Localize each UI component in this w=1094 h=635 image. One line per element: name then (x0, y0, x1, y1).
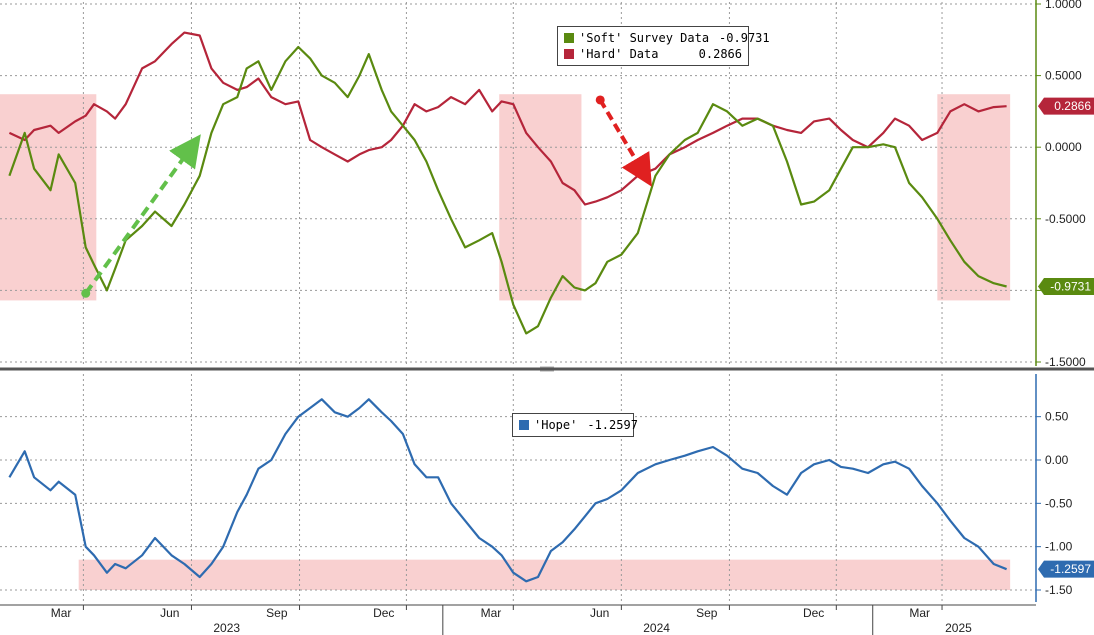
legend-hard: 'Hard' Data 0.2866 (564, 46, 742, 62)
hope-last-value-badge-bg (1038, 560, 1094, 578)
top-ytick-label-3: -0.5000 (1045, 212, 1086, 226)
bottom-legend: 'Hope' -1.2597 (512, 413, 638, 437)
legend-soft-label: 'Soft' Survey Data (579, 31, 710, 45)
grid-lines (0, 2, 1036, 602)
legend-hope: 'Hope' -1.2597 (519, 417, 638, 433)
top-shaded-regions (0, 94, 1011, 301)
x-month-label-1: Jun (160, 606, 179, 620)
x-month-label-4: Mar (481, 606, 502, 620)
top-ytick-label-2: 0.0000 (1045, 140, 1082, 154)
x-month-label-0: Mar (51, 606, 72, 620)
x-year-label-1: 2024 (643, 621, 670, 635)
legend-hope-swatch (519, 420, 529, 430)
legend-soft-swatch (564, 33, 574, 43)
green-dashed-arrow (84, 134, 201, 295)
x-month-label-5: Jun (590, 606, 609, 620)
red-dashed-arrow (598, 98, 652, 187)
legend-hope-label: 'Hope' (534, 418, 578, 432)
last-value-badges: 0.2866 -0.9731 -1.2597 (1038, 97, 1094, 578)
series-hope-line (8, 398, 1008, 583)
trend-arrows (81, 95, 652, 298)
bottom-ytick-label-1: 0.00 (1045, 453, 1069, 467)
x-month-label-2: Sep (266, 606, 288, 620)
legend-hard-value: 0.2866 (698, 47, 742, 61)
legend-hard-swatch (564, 49, 574, 59)
x-year-label-2: 2025 (945, 621, 972, 635)
x-year-label-0: 2023 (213, 621, 240, 635)
top-shade-0 (0, 94, 97, 301)
x-month-label-8: Mar (909, 606, 930, 620)
bottom-ytick-label-3: -1.00 (1045, 540, 1073, 554)
hard-last-value-badge-bg (1038, 97, 1094, 115)
legend-soft: 'Soft' Survey Data -0.9731 (564, 30, 770, 46)
bottom-ytick-label-0: 0.50 (1045, 410, 1069, 424)
x-month-label-6: Sep (696, 606, 718, 620)
top-legend: 'Soft' Survey Data -0.9731 'Hard' Data 0… (557, 26, 770, 66)
series-hard-line (8, 31, 1007, 206)
top-shade-2 (937, 94, 1011, 301)
hard-last-value-badge-label: 0.2866 (1054, 99, 1091, 113)
soft-last-value-badge-bg (1038, 278, 1094, 296)
legend-hope-value: -1.2597 (587, 418, 638, 432)
hope-last-value-badge-label: -1.2597 (1050, 562, 1091, 576)
bottom-ytick-label-2: -0.50 (1045, 496, 1073, 510)
series-soft-line (8, 45, 1007, 335)
series-lines (8, 31, 1008, 583)
x-month-label-7: Dec (803, 606, 824, 620)
soft-last-value-badge-label: -0.9731 (1050, 280, 1091, 294)
x-month-label-3: Dec (373, 606, 394, 620)
top-ytick-label-1: 0.5000 (1045, 69, 1082, 83)
legend-soft-value: -0.9731 (719, 31, 770, 45)
legend-hard-label: 'Hard' Data (579, 47, 659, 61)
top-ytick-label-0: 1.0000 (1045, 0, 1082, 11)
bottom-ytick-label-4: -1.50 (1045, 583, 1073, 597)
top-shade-1 (499, 94, 582, 301)
top-ytick-label-5: -1.5000 (1045, 355, 1086, 369)
